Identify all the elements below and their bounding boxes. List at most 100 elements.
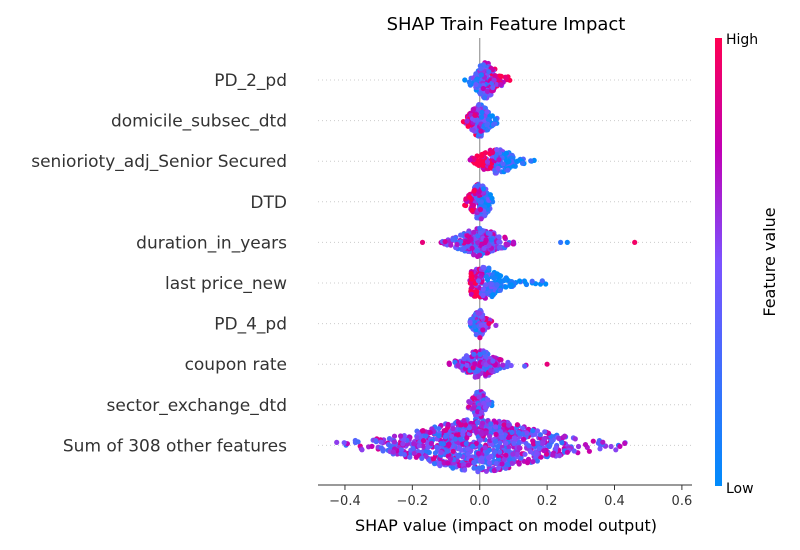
- shap-point: [482, 213, 488, 219]
- shap-point: [391, 433, 398, 439]
- shap-point: [472, 374, 478, 380]
- shap-point: [477, 230, 484, 236]
- shap-point: [506, 422, 512, 428]
- shap-point: [474, 248, 480, 254]
- shap-point: [486, 460, 492, 466]
- shap-point: [496, 244, 503, 250]
- shap-point: [484, 159, 491, 165]
- shap-point: [462, 77, 468, 83]
- shap-point: [470, 405, 476, 411]
- shap-point: [487, 92, 493, 98]
- shap-outlier-point: [558, 239, 564, 245]
- shap-point: [387, 443, 393, 449]
- shap-point: [411, 441, 417, 447]
- shap-point: [490, 292, 496, 298]
- shap-point: [481, 350, 487, 356]
- shap-point: [341, 440, 347, 446]
- shap-point: [572, 436, 578, 442]
- shap-point: [491, 275, 497, 281]
- shap-point: [483, 282, 489, 288]
- shap-point: [484, 449, 491, 455]
- shap-point: [415, 431, 421, 437]
- shap-point: [484, 122, 490, 128]
- shap-point: [390, 449, 396, 455]
- x-tick-label: 0.6: [672, 494, 693, 509]
- shap-point: [478, 128, 484, 134]
- shap-point: [447, 456, 453, 462]
- shap-point: [493, 322, 499, 328]
- x-tick-label: 0.4: [604, 494, 625, 509]
- shap-point: [420, 428, 426, 434]
- shap-point: [586, 448, 593, 454]
- shap-point: [473, 71, 479, 77]
- shap-point: [475, 278, 482, 284]
- shap-point: [483, 362, 489, 368]
- shap-point: [499, 434, 505, 441]
- shap-point: [503, 150, 509, 156]
- shap-point: [401, 437, 407, 443]
- shap-point: [411, 450, 417, 457]
- shap-point: [495, 443, 501, 450]
- shap-point: [472, 112, 478, 118]
- shap-point: [476, 102, 482, 108]
- shap-point: [481, 95, 487, 101]
- shap-point: [534, 450, 540, 456]
- chart-title: SHAP Train Feature Impact: [387, 14, 626, 35]
- shap-point: [476, 189, 482, 195]
- shap-point: [469, 207, 475, 213]
- shap-point: [477, 225, 483, 231]
- shap-point: [493, 420, 499, 426]
- shap-point: [413, 454, 419, 460]
- shap-point: [458, 436, 464, 442]
- feature-label: duration_in_years: [136, 233, 287, 253]
- shap-point: [480, 327, 486, 333]
- shap-point: [465, 123, 471, 129]
- shap-point: [378, 439, 384, 445]
- shap-point: [556, 435, 562, 441]
- x-axis: −0.4 −0.2 0.0 0.2 0.4 0.6: [318, 484, 693, 509]
- shap-point: [482, 239, 488, 246]
- shap-point: [450, 237, 456, 243]
- shap-point: [487, 433, 493, 439]
- feature-label: PD_4_pd: [214, 315, 287, 335]
- shap-point: [491, 77, 497, 83]
- shap-point: [423, 453, 429, 459]
- x-tick-label: −0.2: [397, 494, 429, 509]
- shap-point: [527, 449, 534, 455]
- shap-point: [489, 195, 495, 201]
- shap-point: [486, 455, 492, 461]
- shap-point: [582, 442, 589, 448]
- shap-point: [557, 453, 563, 459]
- shap-point: [469, 276, 475, 282]
- shap-point: [608, 443, 614, 450]
- shap-point: [479, 431, 485, 437]
- shap-point: [503, 440, 509, 446]
- shap-point: [467, 194, 473, 200]
- shap-point: [373, 439, 379, 445]
- shap-point: [476, 310, 483, 316]
- shap-point: [462, 467, 468, 473]
- shap-point: [492, 439, 498, 445]
- shap-point: [479, 109, 485, 115]
- shap-point: [502, 234, 508, 240]
- shap-point: [511, 440, 517, 447]
- shap-point: [497, 356, 503, 363]
- shap-point: [488, 367, 494, 373]
- shap-point: [470, 395, 476, 401]
- shap-point: [419, 455, 425, 461]
- shap-point: [505, 167, 511, 173]
- shap-point: [539, 440, 545, 446]
- shap-point: [486, 265, 492, 271]
- shap-point: [473, 440, 479, 447]
- shap-point: [478, 322, 484, 328]
- shap-point: [494, 271, 500, 277]
- shap-point: [445, 460, 451, 466]
- shap-point: [466, 425, 472, 431]
- shap-point: [516, 461, 522, 467]
- shap-point: [430, 456, 437, 462]
- shap-point: [536, 446, 542, 452]
- shap-point: [440, 441, 446, 447]
- shap-point: [497, 287, 503, 293]
- shap-point: [471, 351, 477, 357]
- shap-point: [474, 76, 480, 82]
